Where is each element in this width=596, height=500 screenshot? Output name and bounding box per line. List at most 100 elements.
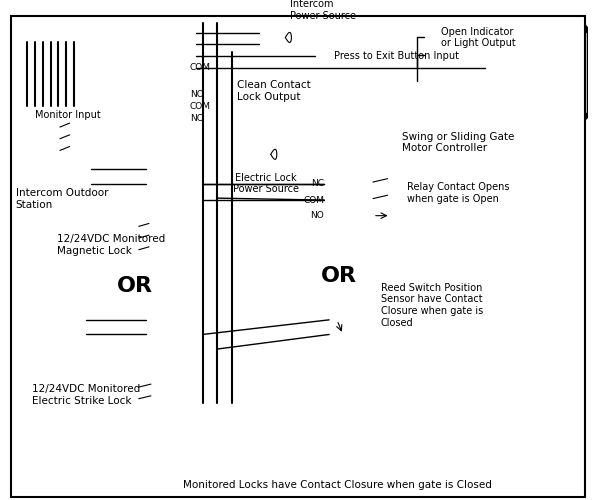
Circle shape [143, 360, 149, 366]
Bar [33, 148, 60, 161]
Bar [315, 52, 323, 60]
Bar [57, 130, 91, 237]
Text: Open Indicator
or Light Output: Open Indicator or Light Output [441, 26, 516, 48]
Circle shape [193, 104, 198, 110]
Circle shape [326, 53, 332, 59]
Text: Monitor Input: Monitor Input [35, 110, 101, 120]
Circle shape [424, 49, 435, 61]
Text: NC: NC [190, 114, 203, 123]
Circle shape [395, 197, 401, 203]
Text: NC: NC [311, 179, 324, 188]
Circle shape [188, 336, 194, 342]
Circle shape [148, 248, 153, 253]
Circle shape [188, 310, 194, 316]
Text: Swing or Sliding Gate
Motor Controller: Swing or Sliding Gate Motor Controller [402, 132, 514, 154]
Bar [329, 296, 349, 354]
Circle shape [367, 197, 373, 203]
Circle shape [68, 150, 84, 165]
Circle shape [143, 310, 149, 316]
Circle shape [70, 149, 74, 154]
Circle shape [188, 186, 194, 192]
Circle shape [387, 197, 393, 203]
Bar [15, 28, 157, 169]
Circle shape [361, 197, 366, 203]
Circle shape [448, 68, 483, 104]
Circle shape [143, 322, 149, 328]
Circle shape [193, 64, 198, 70]
Circle shape [148, 386, 153, 390]
Circle shape [55, 138, 60, 142]
Circle shape [70, 138, 74, 142]
Text: 12/24VDC Monitored
Magnetic Lock: 12/24VDC Monitored Magnetic Lock [57, 234, 164, 256]
Circle shape [188, 360, 194, 366]
Circle shape [361, 212, 366, 218]
Circle shape [148, 78, 154, 84]
Text: Intercom
Power Source: Intercom Power Source [290, 0, 356, 21]
Circle shape [148, 64, 154, 70]
Circle shape [258, 142, 283, 167]
Text: Electric Lock
Power Source: Electric Lock Power Source [233, 172, 299, 195]
Circle shape [55, 149, 60, 154]
Bar [352, 296, 372, 354]
Circle shape [273, 25, 298, 50]
Text: Press to Exit Button Input: Press to Exit Button Input [334, 51, 459, 61]
Circle shape [134, 248, 139, 253]
Circle shape [70, 126, 74, 130]
Circle shape [148, 42, 154, 47]
Circle shape [134, 225, 139, 230]
Circle shape [395, 212, 401, 218]
Text: COM: COM [190, 63, 211, 72]
Text: NO: NO [190, 90, 204, 100]
Circle shape [143, 186, 149, 192]
Bar [244, 136, 298, 173]
Text: Monitored Locks have Contact Closure when gate is Closed: Monitored Locks have Contact Closure whe… [183, 480, 492, 490]
Circle shape [148, 53, 154, 59]
Circle shape [200, 180, 206, 186]
Text: Intercom Outdoor
Station: Intercom Outdoor Station [15, 188, 108, 210]
Text: NO: NO [311, 211, 324, 220]
Circle shape [340, 332, 346, 338]
Circle shape [148, 236, 153, 242]
Text: COM: COM [190, 102, 211, 111]
Circle shape [454, 99, 477, 122]
Bar [57, 130, 91, 237]
Text: Clean Contact
Lock Output: Clean Contact Lock Output [237, 80, 311, 102]
Bar [154, 154, 183, 208]
Circle shape [143, 197, 149, 203]
Circle shape [193, 92, 198, 98]
Bar [61, 300, 81, 378]
Circle shape [193, 116, 198, 121]
Circle shape [188, 349, 194, 355]
Circle shape [193, 78, 198, 84]
Circle shape [148, 398, 153, 402]
Text: Reed Switch Position
Sensor have Contact
Closure when gate is
Closed: Reed Switch Position Sensor have Contact… [381, 283, 483, 328]
Text: COM: COM [303, 196, 324, 204]
Circle shape [188, 197, 194, 203]
Bar [358, 174, 402, 237]
Circle shape [387, 180, 393, 186]
Circle shape [143, 336, 149, 342]
Bar [57, 296, 86, 383]
Circle shape [148, 30, 154, 36]
Bar [417, 28, 533, 72]
Polygon shape [407, 18, 589, 125]
Circle shape [334, 317, 340, 323]
Bar [159, 25, 188, 127]
Circle shape [193, 30, 198, 36]
Circle shape [188, 322, 194, 328]
Circle shape [193, 42, 198, 47]
Circle shape [193, 53, 198, 59]
Text: OR: OR [116, 276, 153, 296]
Circle shape [200, 197, 206, 203]
Circle shape [134, 236, 139, 242]
Bar [154, 305, 183, 374]
Text: Relay Contact Opens
when gate is Open: Relay Contact Opens when gate is Open [407, 182, 510, 204]
Text: 12/24VDC Monitored
Electric Strike Lock: 12/24VDC Monitored Electric Strike Lock [32, 384, 141, 406]
Circle shape [134, 398, 139, 402]
Text: OR: OR [321, 266, 357, 286]
Circle shape [424, 32, 435, 44]
Bar [64, 130, 83, 237]
Circle shape [55, 126, 60, 130]
Circle shape [361, 180, 366, 186]
Circle shape [148, 104, 154, 110]
